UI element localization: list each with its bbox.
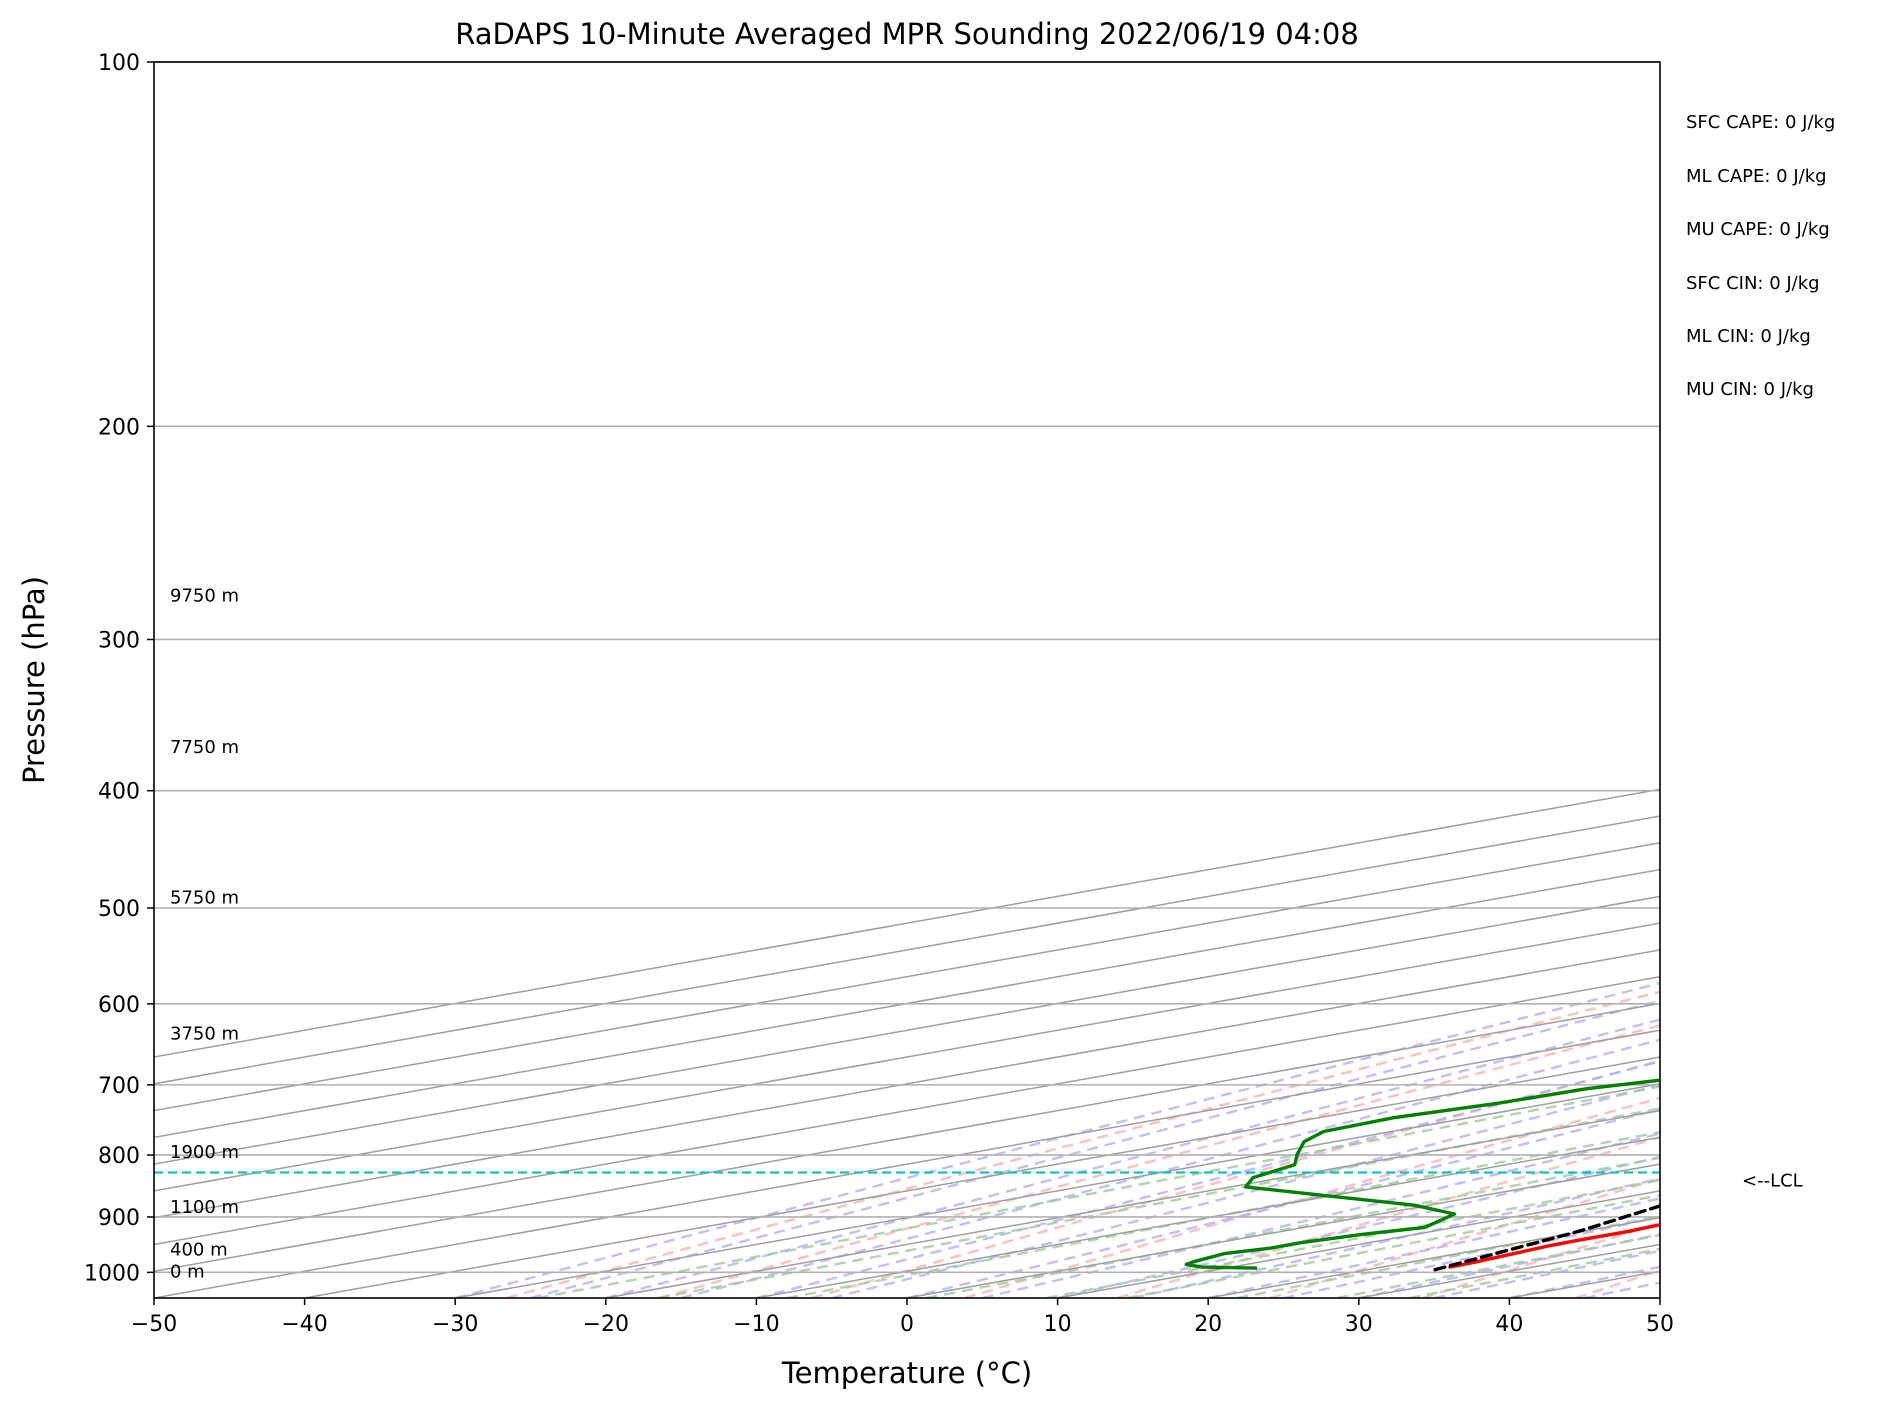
x-tick-label: −50	[131, 1312, 177, 1337]
mixing-ratio-line	[1336, 1233, 1660, 1298]
instability-annotations: SFC CAPE: 0 J/kg ML CAPE: 0 J/kg MU CAPE…	[1686, 112, 1835, 400]
isotherm-line	[154, 895, 1660, 1165]
x-tick-label: 20	[1194, 1312, 1222, 1337]
moist-adiabat	[1057, 1155, 1660, 1298]
y-tick-label: 600	[98, 993, 140, 1018]
x-tick-label: −40	[281, 1312, 327, 1337]
x-tick-label: −10	[733, 1312, 779, 1337]
annotation-mu-cape: MU CAPE: 0 J/kg	[1686, 219, 1830, 240]
x-tick-label: −30	[432, 1312, 478, 1337]
y-tick-label: 900	[98, 1206, 140, 1231]
height-label: 5750 m	[170, 887, 239, 908]
y-tick-label: 100	[98, 51, 140, 76]
annotation-ml-cin: ML CIN: 0 J/kg	[1686, 326, 1811, 347]
annotation-ml-cape: ML CAPE: 0 J/kg	[1686, 166, 1827, 187]
moist-adiabat	[454, 981, 1660, 1298]
isotherm-line	[154, 842, 1660, 1112]
dry-adiabat	[1117, 1135, 1660, 1298]
y-tick-label: 700	[98, 1074, 140, 1099]
y-tick-label: 800	[98, 1144, 140, 1169]
isotherm-line	[455, 1083, 1660, 1298]
lcl-label: <--LCL	[1742, 1171, 1803, 1192]
y-tick-label: 1000	[84, 1261, 140, 1286]
moist-adiabat	[982, 1132, 1660, 1298]
background-lines	[154, 788, 1660, 1298]
x-tick-label: 30	[1345, 1312, 1373, 1337]
height-label: 7750 m	[170, 737, 239, 758]
chart-title: RaDAPS 10-Minute Averaged MPR Sounding 2…	[455, 17, 1359, 51]
x-axis-label: Temperature (°C)	[781, 1356, 1032, 1390]
isotherm-line	[154, 975, 1660, 1246]
x-tick-label: −20	[583, 1312, 629, 1337]
annotation-sfc-cape: SFC CAPE: 0 J/kg	[1686, 112, 1835, 133]
isotherm-line	[154, 868, 1660, 1139]
y-tick-label: 300	[98, 628, 140, 653]
height-labels: 9750 m 7750 m 5750 m 3750 m 1900 m 1100 m 400 …	[170, 586, 239, 1283]
sounding-series	[154, 1078, 1660, 1272]
dewpoint-line	[1184, 1078, 1660, 1270]
height-label: 1100 m	[170, 1197, 239, 1218]
moist-adiabat	[530, 999, 1660, 1298]
moist-adiabat	[831, 1083, 1660, 1298]
y-tick-label: 500	[98, 897, 140, 922]
height-label: 1900 m	[170, 1142, 239, 1163]
mixing-ratio-line	[786, 1130, 1660, 1298]
annotation-mu-cin: MU CIN: 0 J/kg	[1686, 379, 1814, 400]
mixing-ratio-line	[537, 1085, 1660, 1298]
isotherm-line	[154, 1002, 1660, 1272]
mixing-ratio-line	[1237, 1214, 1660, 1298]
dry-adiabat	[1269, 1177, 1660, 1298]
y-axis-ticks: 100 200 300 400 500 600 700 800 900 1000	[84, 51, 154, 1286]
dry-adiabat	[506, 990, 1660, 1298]
height-label: 9750 m	[170, 586, 239, 607]
mixing-ratio-line	[1126, 1194, 1660, 1298]
isotherm-line	[154, 922, 1660, 1192]
moist-adiabat	[1207, 1197, 1660, 1298]
x-tick-label: 10	[1044, 1312, 1072, 1337]
height-label: 400 m	[170, 1239, 228, 1260]
x-tick-label: 0	[900, 1312, 914, 1337]
isotherm-line	[154, 1029, 1660, 1298]
mixing-ratio-line	[1046, 1178, 1660, 1298]
isotherm-line	[154, 949, 1660, 1219]
y-axis-label: Pressure (hPa)	[17, 576, 51, 784]
annotation-sfc-cin: SFC CIN: 0 J/kg	[1686, 273, 1820, 294]
height-label: 3750 m	[170, 1024, 239, 1045]
x-tick-label: 40	[1495, 1312, 1523, 1337]
x-axis-ticks: −50 −40 −30 −20 −10 0 10 20 30 40 50	[131, 1298, 1674, 1337]
isotherm-line	[304, 1056, 1660, 1298]
y-tick-label: 200	[98, 415, 140, 440]
y-tick-label: 400	[98, 780, 140, 805]
mixing-ratio-line	[1409, 1247, 1660, 1298]
x-tick-label: 50	[1646, 1312, 1674, 1337]
height-label: 0 m	[170, 1261, 205, 1282]
dry-adiabat	[811, 1059, 1660, 1298]
